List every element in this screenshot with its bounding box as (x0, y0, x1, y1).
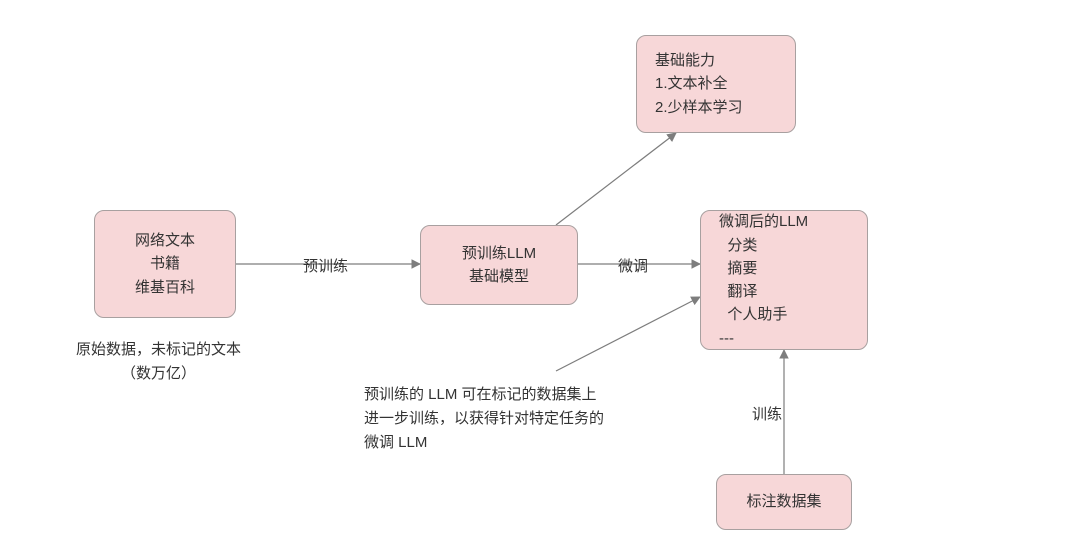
node-labeled-ds: 标注数据集 (716, 474, 852, 530)
edge-label-pretrain: 预训练 (303, 255, 348, 276)
node-finetuned: 微调后的LLM 分类 摘要 翻译 个人助手 --- (700, 210, 868, 350)
edge-label-finetune: 微调 (618, 255, 648, 276)
node-text: 微调后的LLM 分类 摘要 翻译 个人助手 --- (719, 210, 808, 350)
node-text: 基础能力 1.文本补全 2.少样本学习 (655, 49, 743, 119)
node-text: 网络文本 书籍 维基百科 (135, 229, 195, 299)
caption-raw-data: 原始数据，未标记的文本 （数万亿） (76, 338, 241, 386)
node-base-ability: 基础能力 1.文本补全 2.少样本学习 (636, 35, 796, 133)
edge-to-ft-diag (556, 297, 700, 371)
edge-to-ability (556, 133, 676, 225)
node-text: 标注数据集 (746, 490, 821, 513)
edge-label-train: 训练 (752, 403, 782, 424)
node-base-model: 预训练LLM 基础模型 (420, 225, 578, 305)
diagram-stage: { "diagram": { "type": "flowchart", "can… (0, 0, 1080, 555)
caption-finetune: 预训练的 LLM 可在标记的数据集上 进一步训练，以获得针对特定任务的 微调 L… (364, 383, 604, 455)
node-raw-data: 网络文本 书籍 维基百科 (94, 210, 236, 318)
node-text: 预训练LLM 基础模型 (462, 242, 536, 289)
